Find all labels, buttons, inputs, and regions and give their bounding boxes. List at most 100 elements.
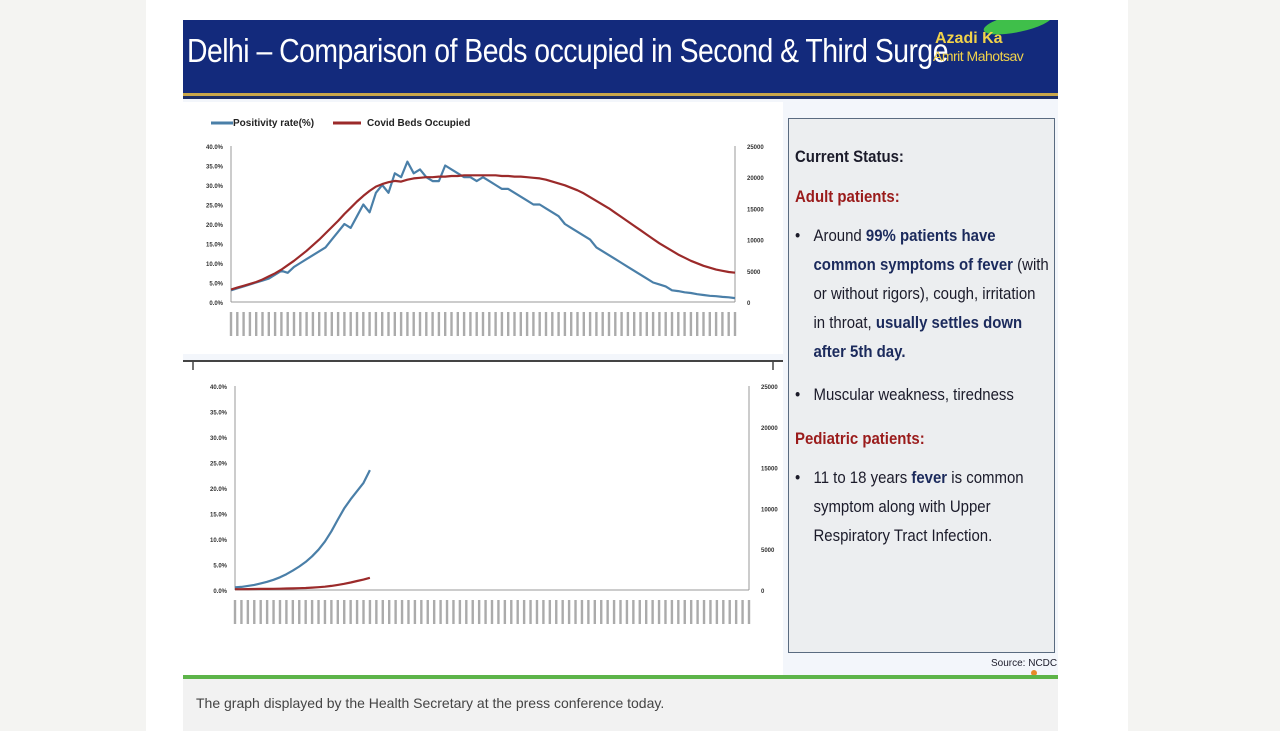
- x-tick-mark: [444, 312, 447, 336]
- right-tick-label: 5000: [761, 548, 775, 554]
- x-tick-mark: [469, 312, 472, 336]
- right-tick-label: 20000: [761, 426, 778, 432]
- x-tick-mark: [696, 600, 699, 624]
- x-tick-mark: [606, 600, 609, 624]
- x-tick-mark: [355, 312, 359, 336]
- left-tick-label: 25.0%: [210, 462, 228, 468]
- x-tick-mark: [670, 312, 674, 336]
- left-tick-label: 5.0%: [209, 282, 223, 288]
- x-tick-mark: [343, 312, 346, 336]
- x-tick-mark: [418, 312, 422, 336]
- x-tick-mark: [412, 312, 415, 336]
- x-tick-mark: [374, 312, 378, 336]
- x-tick-mark: [368, 312, 371, 336]
- x-tick-mark: [529, 600, 532, 624]
- x-tick-mark: [638, 600, 641, 624]
- right-tick-label: 10000: [761, 507, 778, 513]
- x-tick-mark: [431, 312, 434, 336]
- slide: Delhi – Comparison of Beds occupied in S…: [183, 20, 1058, 677]
- left-tick-label: 35.0%: [206, 165, 224, 171]
- logo-text-line2: Amrit Mahotsav: [933, 48, 1024, 64]
- third-surge-chart-svg: 40.0% 35.0% 30.0% 25.0% 20.0% 15.0% 10.0% 5.0% 0…: [192, 362, 778, 624]
- x-tick-mark: [561, 600, 564, 624]
- x-tick-mark: [240, 600, 243, 624]
- x-tick-mark: [626, 312, 630, 336]
- x-tick-mark: [733, 312, 737, 336]
- right-tick-label: 5000: [747, 270, 761, 276]
- x-tick-mark: [393, 312, 396, 336]
- x-tick-mark: [420, 600, 423, 624]
- x-tick-mark: [272, 600, 275, 624]
- x-tick-mark: [368, 600, 372, 624]
- left-tick-label: 10.0%: [210, 538, 228, 544]
- second-surge-chart-svg: Positivity rate(%) Covid Beds Occupied 40.…: [206, 118, 764, 336]
- x-tick-mark: [551, 312, 554, 336]
- x-tick-mark: [375, 600, 378, 624]
- positivity-rate-line: [230, 160, 736, 300]
- x-tick-mark: [456, 312, 459, 336]
- x-tick-mark: [619, 600, 622, 624]
- logo-text-line1: Azadi Ka: [935, 30, 1003, 47]
- x-tick-mark: [323, 600, 327, 624]
- source-label: Source: NCDC: [991, 658, 1058, 669]
- x-tick-mark: [278, 600, 282, 624]
- x-tick-mark: [639, 312, 642, 336]
- x-tick-mark: [413, 600, 417, 624]
- x-tick-mark: [532, 312, 535, 336]
- x-tick-mark: [519, 312, 522, 336]
- left-tick-label: 15.0%: [206, 243, 224, 249]
- x-tick-mark: [253, 600, 256, 624]
- x-tick-mark: [477, 600, 481, 624]
- x-tick-mark: [670, 600, 674, 624]
- legend-beds-label: Covid Beds Occupied: [367, 118, 470, 129]
- x-tick-mark: [318, 312, 321, 336]
- x-tick-mark: [651, 312, 655, 336]
- x-tick-mark: [576, 312, 579, 336]
- x-tick-mark: [645, 600, 648, 624]
- left-tick-label: 0.0%: [209, 301, 223, 307]
- x-tick-mark: [588, 312, 592, 336]
- x-tick-mark: [677, 600, 680, 624]
- x-tick-mark: [242, 312, 245, 336]
- x-tick-mark: [355, 600, 359, 624]
- x-tick-mark: [349, 600, 352, 624]
- x-tick-mark: [747, 600, 751, 624]
- x-tick-mark: [330, 600, 333, 624]
- left-tick-label: 40.0%: [206, 145, 224, 151]
- left-tick-label: 30.0%: [206, 184, 224, 190]
- x-tick-mark: [580, 600, 584, 624]
- x-tick-mark: [582, 312, 585, 336]
- legend-positivity-label: Positivity rate(%): [233, 118, 314, 129]
- x-tick-mark: [261, 312, 264, 336]
- x-tick-mark: [255, 312, 258, 336]
- left-tick-label: 15.0%: [210, 513, 228, 519]
- slide-bottom-rule: [183, 675, 1058, 679]
- x-tick-mark: [510, 600, 513, 624]
- x-tick-mark: [683, 600, 686, 624]
- left-tick-label: 40.0%: [210, 385, 228, 391]
- x-tick-mark: [248, 312, 252, 336]
- current-status-panel: Current Status: Adult patients: Around 9…: [788, 118, 1055, 653]
- x-tick-mark: [349, 312, 352, 336]
- x-tick-mark: [233, 600, 237, 624]
- x-tick-mark: [708, 312, 711, 336]
- x-tick-mark: [544, 312, 548, 336]
- x-tick-mark: [488, 312, 491, 336]
- x-tick-mark: [525, 312, 529, 336]
- x-tick-mark: [465, 600, 468, 624]
- x-tick-mark: [265, 600, 269, 624]
- ncdc-logo-icon: [1031, 670, 1037, 676]
- x-tick-mark: [612, 600, 616, 624]
- x-tick-mark: [280, 312, 283, 336]
- x-tick-mark: [522, 600, 526, 624]
- x-tick-mark: [500, 312, 504, 336]
- x-tick-mark: [728, 600, 731, 624]
- beds-occupied-line: [235, 576, 371, 591]
- x-tick-mark: [426, 600, 429, 624]
- x-tick-mark: [388, 600, 391, 624]
- x-tick-mark: [362, 312, 365, 336]
- x-tick-mark: [683, 312, 686, 336]
- x-tick-mark: [324, 312, 327, 336]
- x-tick-mark: [343, 600, 346, 624]
- x-tick-mark: [542, 600, 545, 624]
